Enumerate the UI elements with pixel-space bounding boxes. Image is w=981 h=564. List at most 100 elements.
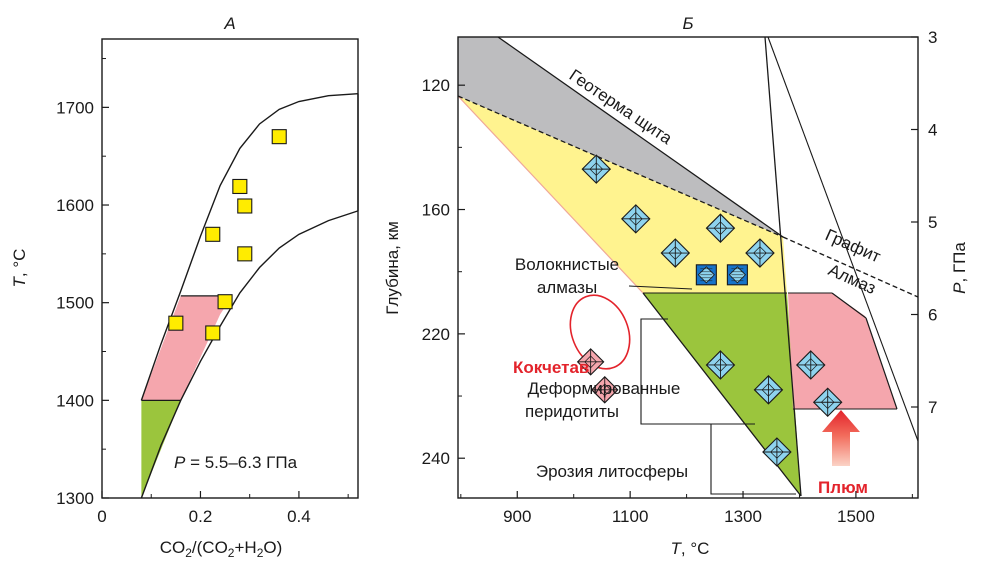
panel-b-pink-curve-top [831,292,867,319]
panel-a-data-point [205,226,221,242]
panel-a-y-tick-label: 1500 [56,294,94,313]
panel-b-right-curve [767,36,919,442]
panel-a-curve-lower [140,210,359,499]
diamond-data-point [753,375,784,405]
panel-a-y-tick-label: 1600 [56,196,94,215]
panel-b-pressure-tick-label: 4 [928,121,937,140]
panel-a-curves [140,92,359,499]
panel-b-yellow-field [458,96,787,293]
panel-a-data-point [271,129,287,145]
diamond-data-point [705,350,736,380]
panel-a-x-tick-label: 0 [97,507,106,526]
panel-b-fibrous-leader [628,285,693,290]
graphite-label: Графит [822,225,883,266]
panel-b-pink-curve-side [865,317,898,410]
diamond-data-point-inner [761,383,776,397]
panel-b-right-axis-title: P, ГПа [950,242,969,294]
fibrous-diamonds-label-line1: Волокнистые [515,255,619,274]
panel-b-x-tick-label: 1500 [837,507,875,526]
diamond-data-point-inner [668,246,683,260]
panel-a-x-tick-label: 0.2 [189,507,213,526]
panel-b-graphite-diamond-line [782,236,919,298]
panel-b-pressure-tick-label: 6 [928,306,937,325]
panel-a-y-tick-label: 1700 [56,98,94,117]
kokchetav-data-point [590,376,619,404]
panel-b-x-tick-label: 1300 [724,507,762,526]
panel-b-gray-upper-line [497,36,784,238]
panel-a-x-axis-title: CO2/(CO2+H2O) [160,538,283,560]
panel-b-x-tick-label: 900 [503,507,531,526]
erosion-label: Эрозия литосферы [536,462,688,481]
panel-a-y-tick-label: 1300 [56,489,94,508]
panel-a-data-point [205,325,221,341]
kokchetav-label: Кокчетав [513,358,589,377]
diamond-data-point [581,154,612,184]
panel-b-depth-tick-label: 220 [422,325,450,344]
panel-a-letter: А [223,14,235,33]
panel-a-y-tick-label: 1400 [56,391,94,410]
diamond-data-point [621,204,651,234]
panel-a-pressure-annotation: P = 5.5–6.3 ГПа [174,453,298,472]
panel-b-depth-tick-label: 160 [422,201,450,220]
diamond-data-point [705,213,736,243]
panel-a-y-axis-title: T, °C [10,249,29,288]
panel-b-geotherm-line [457,95,784,238]
panel-b-depth-tick-label: 120 [422,76,450,95]
panel-a-data-point [217,294,233,310]
diamond-data-point-inner [713,221,728,235]
panel-b-gray-field [458,37,783,237]
panel-a-x-tick-label: 0.4 [287,507,311,526]
panel-b-pink-field [788,293,897,409]
panel-b-pressure-tick-label: 3 [928,28,937,47]
deformed-peridotites-label-line2: перидотиты [525,402,619,421]
panel-b-pressure-tick-label: 7 [928,398,937,417]
plume-arrow [822,410,860,466]
panel-a-frame [101,38,359,499]
panel-b-pressure-tick-label: 5 [928,213,937,232]
panel-a-data-point [232,178,248,195]
diamond-data-point [660,238,691,268]
diamond-data-point-inner [770,445,784,459]
kokchetav-data-point [576,348,605,376]
plume-label: Плюм [818,478,868,497]
diamond-data-point-inner [753,246,767,260]
panel-b-x-tick-label: 1100 [612,507,649,526]
panel-a-data-point [237,198,253,214]
fibrous-diamond-point [726,264,748,286]
panel-a-region-green [141,400,181,498]
panel-b-points [576,154,843,467]
kokchetav-data-point-inner [584,355,597,369]
panel-b-depth-tick-label: 240 [422,449,450,468]
diamond-data-point-inner [803,358,818,372]
diamond-data-point [812,387,843,418]
diamond-data-point-inner [820,395,835,410]
diamond-data-point-inner [589,162,604,176]
kokchetav-ellipse [569,294,631,370]
panel-b-erosion-leader [710,424,796,495]
panel-b-left-axis-title: Глубина, км [383,221,402,315]
panel-b-ticks: 900 1100 1300 1500 120 160 220 240 3 4 5 6 7 [422,28,938,526]
diamond-data-point [795,350,826,380]
panel-a-ticks: 0 0.2 0.4 1300 1400 1500 1600 1700 [56,58,349,526]
kokchetav-data-point-inner [598,383,612,397]
diamond-data-point [745,238,775,268]
panel-b-letter: Б [682,14,693,33]
fibrous-diamonds-label-line2: алмазы [537,278,597,297]
diamond-data-point-inner [713,358,728,372]
panel-b-deformed-leader [640,318,755,425]
fibrous-diamond-point [695,264,717,286]
panel-a-data-point [168,315,184,331]
deformed-peridotites-label-line1: Деформированные [528,379,681,398]
panel-b-x-axis-title: T, °C [671,539,710,558]
panel-a-chart: А 0 0.2 0.4 1300 1400 1500 1600 1700 P = 5.5–6.… [10,14,359,560]
diamond-data-point-inner [628,212,643,226]
diamond-label: Алмаз [825,260,879,298]
panel-a-region-pink [141,295,233,401]
panel-a-data-point [237,246,253,262]
panel-a-points [168,129,287,341]
diamond-data-point [762,437,792,467]
panel-a-curve-upper [140,92,359,401]
panel-b-frame [457,36,919,499]
